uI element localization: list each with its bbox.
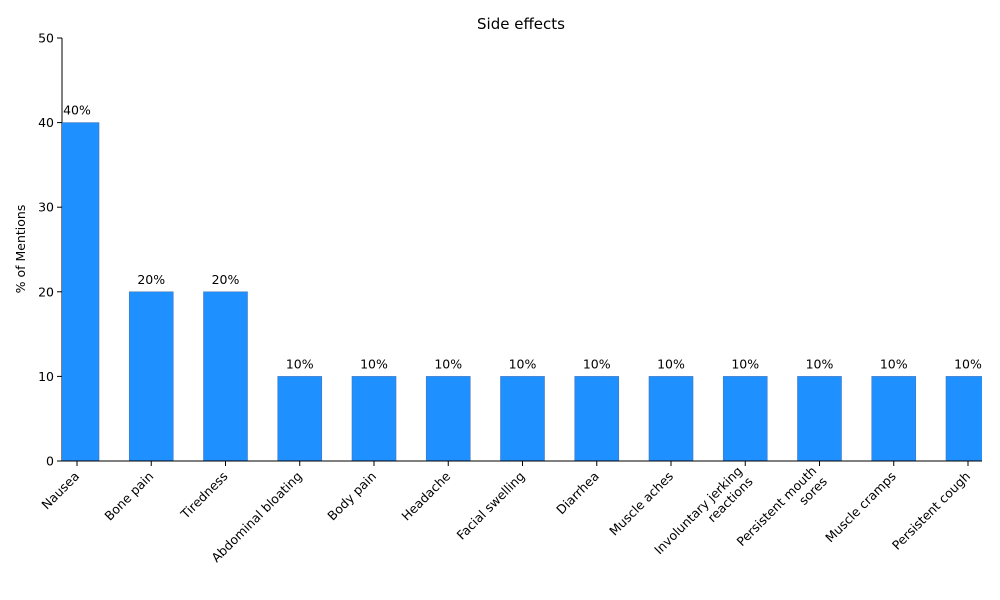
- bar-data-label: 10%: [360, 356, 388, 371]
- bar-data-label: 20%: [212, 272, 240, 287]
- y-tick-label: 50: [38, 31, 54, 46]
- bar: [277, 376, 323, 461]
- y-tick-label: 10: [38, 369, 54, 384]
- bar: [500, 376, 545, 461]
- x-tick-label: Tiredness: [177, 469, 231, 523]
- x-tick-label: Bone pain: [101, 469, 156, 524]
- x-tick-label-line: Nausea: [38, 469, 82, 513]
- x-tick-label: Muscle aches: [606, 469, 676, 539]
- y-tick-label: 40: [38, 115, 54, 130]
- y-axis: 0 10 20 30 40 50: [38, 31, 63, 469]
- bar: [945, 376, 982, 461]
- bar: [203, 291, 248, 461]
- x-tick-label-line: Facial swelling: [453, 469, 527, 543]
- bar: [648, 376, 694, 461]
- x-tick-label: Persistent cough: [889, 469, 973, 553]
- bar: [62, 122, 100, 461]
- bar-data-label: 10%: [954, 356, 982, 371]
- y-tick-label: 30: [38, 200, 54, 215]
- bar: [722, 376, 768, 461]
- x-tick-label-line: Bone pain: [101, 469, 156, 524]
- x-tick-label-line: Muscle cramps: [822, 469, 899, 546]
- bar-data-label: 10%: [731, 356, 759, 371]
- bar-data-label: 10%: [806, 356, 834, 371]
- x-tick-label-line: Tiredness: [177, 469, 231, 523]
- x-tick-label-line: Body pain: [324, 469, 379, 524]
- bar: [574, 376, 620, 461]
- chart-title: Side effects: [477, 15, 565, 33]
- bar-data-label: 10%: [583, 356, 611, 371]
- bar-data-label: 20%: [137, 272, 165, 287]
- y-axis-label: % of Mentions: [13, 205, 28, 294]
- x-tick-label-line: Persistent cough: [889, 469, 973, 553]
- x-tick-label-line: Muscle aches: [606, 469, 676, 539]
- bar-data-label: 10%: [509, 356, 537, 371]
- bar-data-label: 10%: [880, 356, 908, 371]
- x-tick-label: Body pain: [324, 469, 379, 524]
- bar: [128, 291, 174, 461]
- bar-data-label: 10%: [286, 356, 314, 371]
- bar: [797, 376, 842, 461]
- x-tick-label: Nausea: [38, 469, 82, 513]
- bar: [871, 376, 917, 461]
- x-tick-label: Facial swelling: [453, 469, 527, 543]
- bar-data-label: 40%: [63, 103, 91, 118]
- y-tick-label: 0: [46, 454, 54, 469]
- x-tick-label-line: Diarrhea: [553, 469, 602, 518]
- bar: [425, 376, 471, 461]
- x-tick-label: Muscle cramps: [822, 469, 899, 546]
- bar-data-label: 10%: [434, 356, 462, 371]
- bar-data-label: 10%: [657, 356, 685, 371]
- x-tick-label-line: Headache: [398, 468, 453, 523]
- bar: [351, 376, 397, 461]
- x-tick-label: Diarrhea: [553, 469, 602, 518]
- bars-group: [62, 122, 982, 461]
- y-tick-label: 20: [38, 284, 54, 299]
- x-tick-label: Headache: [398, 468, 453, 523]
